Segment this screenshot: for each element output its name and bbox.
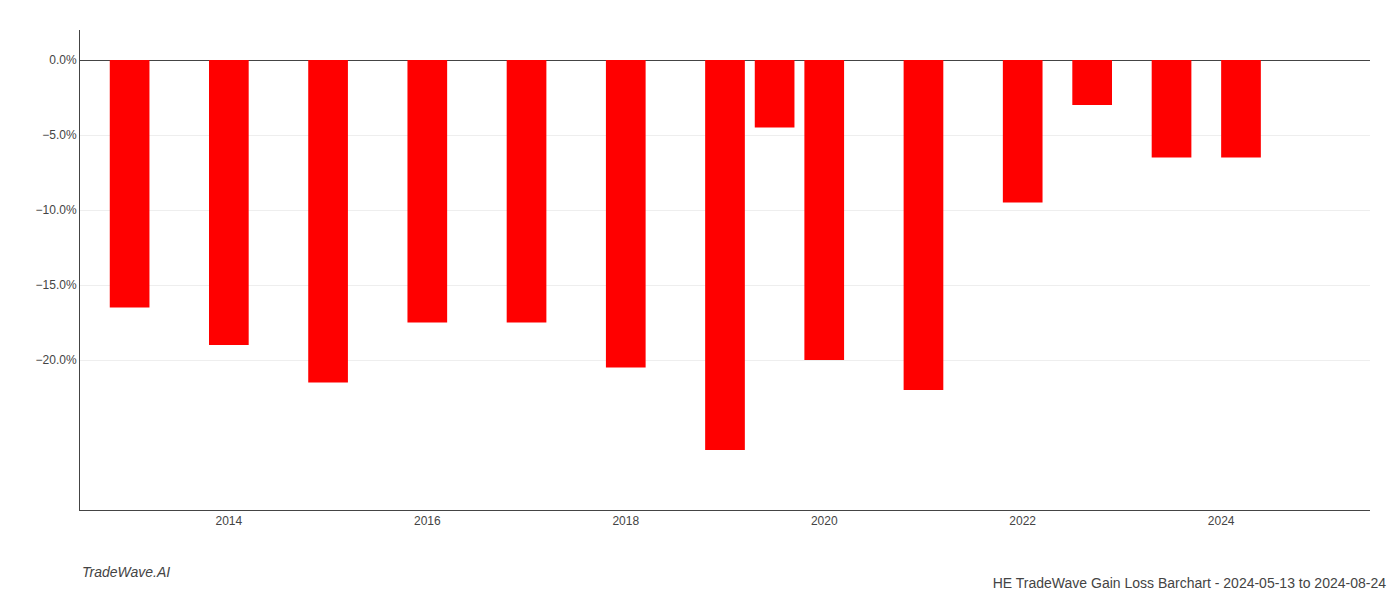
svg-text:−10.0%: −10.0% (36, 203, 77, 217)
svg-text:2018: 2018 (612, 514, 639, 528)
svg-text:HE TradeWave Gain Loss Barchar: HE TradeWave Gain Loss Barchart - 2024-0… (993, 575, 1386, 591)
svg-text:2016: 2016 (414, 514, 441, 528)
svg-text:2020: 2020 (811, 514, 838, 528)
svg-text:TradeWave.AI: TradeWave.AI (82, 564, 170, 580)
svg-text:0.0%: 0.0% (49, 53, 77, 67)
svg-text:−5.0%: −5.0% (42, 128, 77, 142)
svg-text:−15.0%: −15.0% (36, 278, 77, 292)
svg-text:2014: 2014 (215, 514, 242, 528)
svg-text:2024: 2024 (1208, 514, 1235, 528)
svg-text:−20.0%: −20.0% (36, 353, 77, 367)
svg-text:2022: 2022 (1009, 514, 1036, 528)
